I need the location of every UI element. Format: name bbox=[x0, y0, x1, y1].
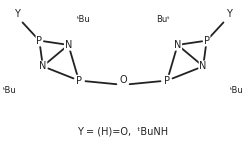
Text: Buᵗ: Buᵗ bbox=[156, 15, 169, 23]
Text: P: P bbox=[204, 36, 210, 46]
Text: P: P bbox=[36, 36, 42, 46]
Text: P: P bbox=[164, 76, 170, 86]
Text: N: N bbox=[39, 61, 46, 71]
Text: P: P bbox=[76, 76, 82, 86]
Text: N: N bbox=[65, 40, 72, 50]
Text: ᵗBu: ᵗBu bbox=[230, 86, 244, 95]
Text: O: O bbox=[119, 75, 127, 85]
Text: ᵗBu: ᵗBu bbox=[77, 15, 90, 23]
Text: Y = (H)=O,  ᵗBuNH: Y = (H)=O, ᵗBuNH bbox=[77, 127, 169, 137]
Text: N: N bbox=[200, 61, 207, 71]
Text: ᵗBu: ᵗBu bbox=[2, 86, 16, 95]
Text: Y: Y bbox=[226, 9, 232, 19]
Text: N: N bbox=[174, 40, 181, 50]
Text: Y: Y bbox=[14, 9, 20, 19]
